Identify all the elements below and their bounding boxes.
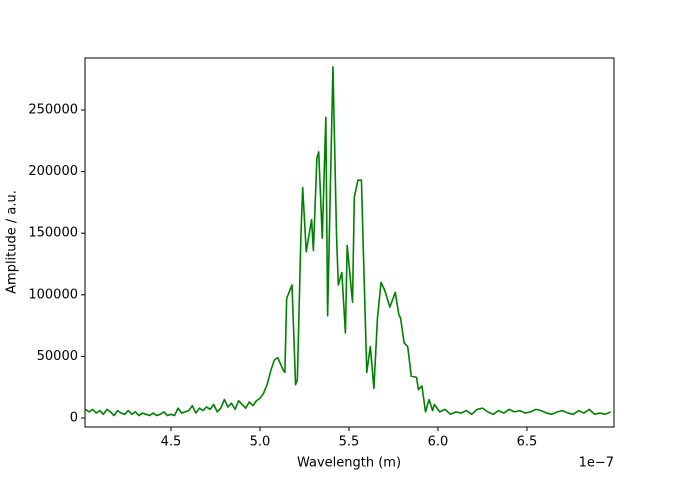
y-tick-label: 150000 [28,226,78,241]
y-axis-label: Amplitude / a.u. [5,190,20,294]
y-tick-label: 0 [70,411,78,426]
x-tick-label: 4.5 [161,435,182,450]
x-offset-label: 1e−7 [579,456,614,471]
plot-frame [84,57,615,428]
data-line [85,66,611,417]
y-tick-label: 200000 [28,164,78,179]
x-axis-label: Wavelength (m) [297,456,401,471]
x-tick-label: 5.0 [250,435,271,450]
y-tick-label: 100000 [28,287,78,302]
x-tick-label: 5.5 [339,435,360,450]
y-tick-label: 250000 [28,102,78,117]
x-tick-label: 6.5 [517,435,538,450]
y-tick-label: 50000 [37,349,78,364]
x-tick-label: 6.0 [428,435,449,450]
